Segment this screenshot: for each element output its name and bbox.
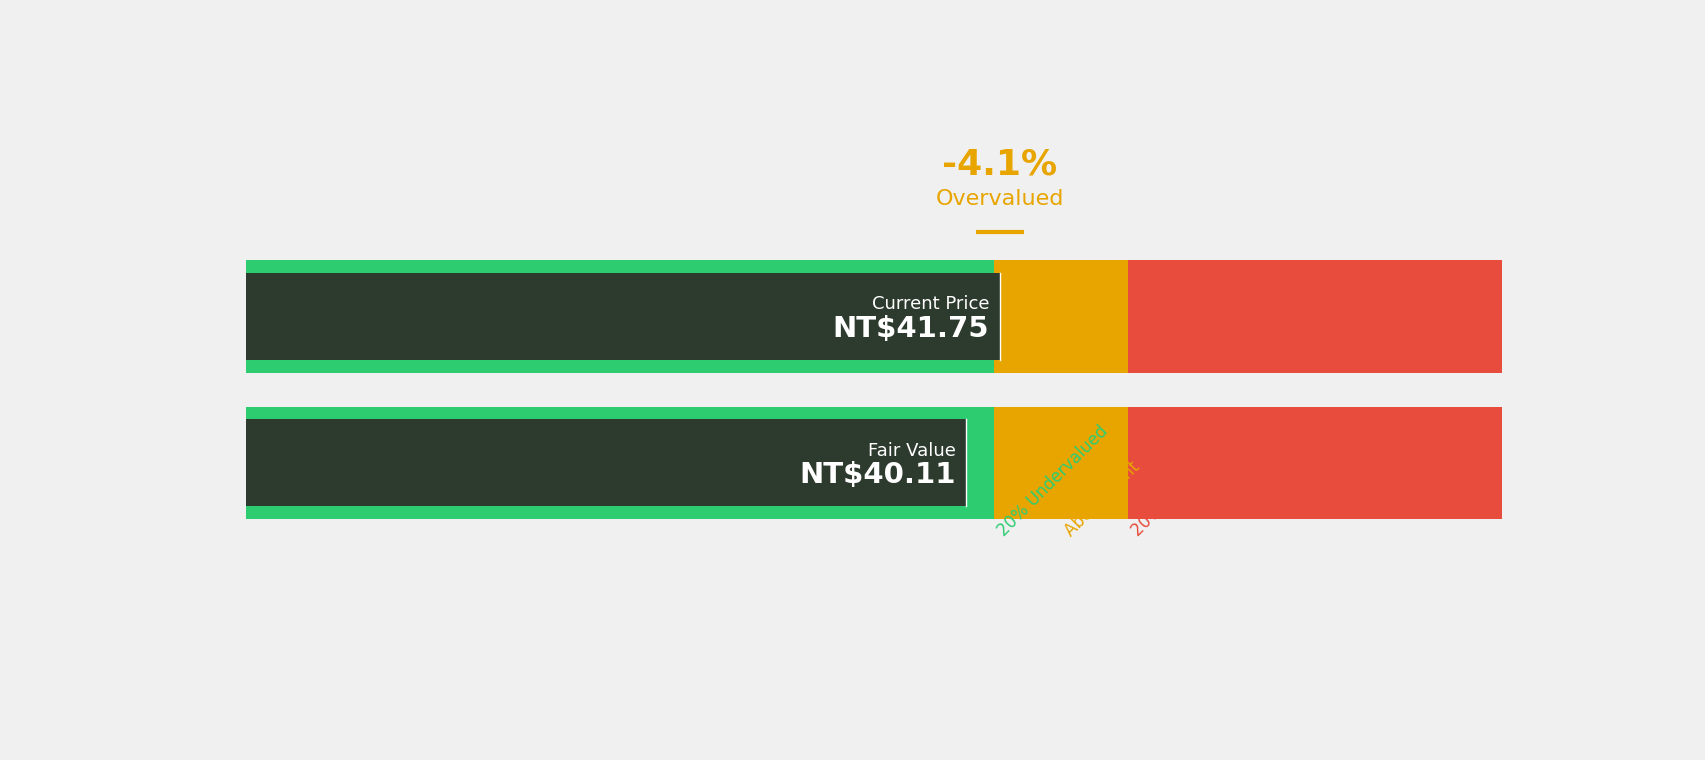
Text: About Right: About Right	[1061, 458, 1142, 540]
Text: Fair Value: Fair Value	[868, 442, 955, 460]
Bar	[992, 407, 1127, 519]
Bar	[1127, 261, 1502, 372]
Text: Overvalued: Overvalued	[936, 189, 1064, 210]
Bar	[246, 261, 992, 372]
Text: NT$41.75: NT$41.75	[832, 315, 989, 343]
Text: 20% Overvalued: 20% Overvalued	[1127, 429, 1238, 540]
Text: 20% Undervalued: 20% Undervalued	[992, 423, 1110, 540]
Bar	[1127, 407, 1502, 519]
Bar	[246, 420, 965, 506]
Bar	[992, 261, 1127, 372]
Text: -4.1%: -4.1%	[941, 147, 1057, 182]
Text: NT$40.11: NT$40.11	[798, 461, 955, 489]
Bar	[246, 407, 992, 519]
Bar	[246, 273, 999, 359]
Text: Current Price: Current Price	[871, 296, 989, 313]
